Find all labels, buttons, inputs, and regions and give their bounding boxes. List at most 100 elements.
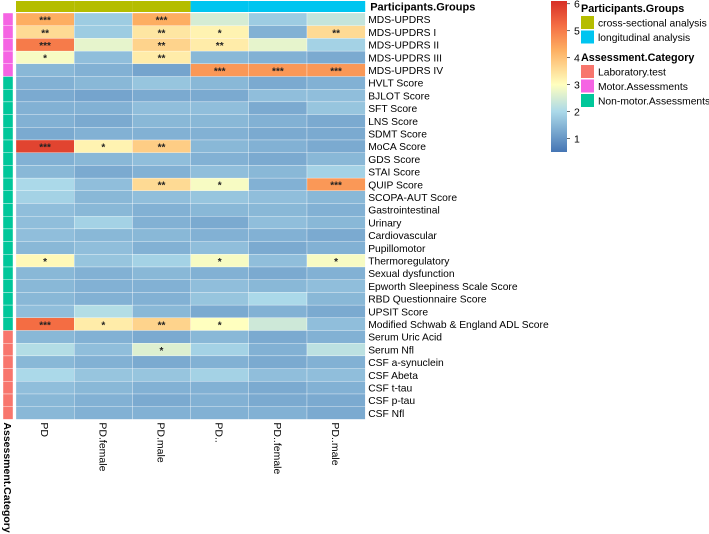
row-category-cell	[2, 393, 14, 407]
heatmap-cell	[74, 165, 133, 179]
heatmap-cell	[132, 406, 191, 420]
heatmap-cell	[132, 266, 191, 280]
heatmap-cell	[248, 152, 308, 166]
heatmap-cell	[15, 304, 75, 318]
heatmap-cell	[74, 304, 133, 318]
heatmap-cell	[15, 406, 75, 420]
heatmap-cell	[306, 89, 366, 103]
heatmap-cell	[248, 89, 308, 103]
legend-item-label: Non-motor.Assessments	[598, 97, 709, 108]
heatmap-cell	[15, 368, 75, 382]
row-annotation-title: Assessment.Category	[1, 422, 13, 532]
row-label: SFT Score	[368, 104, 417, 115]
row-label: BJLOT Score	[368, 91, 430, 102]
row-label: MDS-UPDRS III	[368, 53, 442, 64]
row-category-cell	[2, 101, 14, 115]
heatmap-cell	[132, 355, 191, 369]
heatmap-cell	[190, 76, 249, 90]
heatmap-cell	[190, 127, 249, 141]
heatmap-cell	[306, 50, 366, 64]
heatmap-cell	[190, 89, 249, 103]
row-category-cell	[2, 215, 14, 230]
heatmap-cells	[15, 12, 366, 420]
heatmap-cell	[248, 330, 308, 344]
heatmap-cell	[132, 76, 191, 90]
heatmap-cell	[190, 368, 249, 382]
heatmap-cell	[306, 304, 366, 318]
significance-star: ***	[330, 181, 342, 192]
significance-star: **	[158, 28, 166, 39]
significance-star: ***	[272, 66, 284, 77]
color-scale-tick-label: 6	[574, 0, 580, 11]
legend-item-label: Laboratory.test	[598, 68, 666, 79]
heatmap-cell	[15, 203, 75, 217]
heatmap-cell	[132, 368, 191, 382]
annotation-legends: Participants.Groups cross-sectional analy…	[581, 3, 709, 108]
heatmap-cell	[306, 368, 366, 382]
significance-star: **	[158, 143, 166, 154]
row-category-cell	[2, 304, 14, 319]
row-label: UPSIT Score	[368, 307, 428, 318]
significance-star: ***	[39, 143, 51, 154]
row-label: CSF t-tau	[368, 383, 412, 394]
heatmap-cell	[15, 152, 75, 166]
row-category-cell	[2, 355, 14, 369]
heatmap-cell	[190, 330, 249, 344]
row-label: Modified Schwab & England ADL Score	[368, 320, 549, 331]
row-label: Serum Nfl	[368, 345, 414, 356]
heatmap-cell	[190, 381, 249, 395]
heatmap-cell	[15, 101, 75, 115]
row-annotation-label: Assessment.Category	[1, 422, 13, 532]
heatmap-cell	[190, 216, 249, 230]
column-label: PD.male	[155, 422, 167, 462]
heatmap-cell	[74, 152, 133, 166]
heatmap-cell	[190, 393, 249, 407]
heatmap-cell	[248, 254, 308, 268]
row-category-cell	[2, 165, 14, 179]
color-scale-legend: 1 2 3 4 5 6	[551, 0, 580, 152]
row-label: HVLT Score	[368, 79, 423, 90]
heatmap-cell	[306, 152, 366, 166]
row-category-cell	[2, 25, 14, 39]
significance-star: *	[160, 346, 164, 357]
significance-star: **	[158, 41, 166, 52]
heatmap-cell	[306, 127, 366, 141]
row-label: Serum Uric Acid	[368, 333, 442, 344]
row-category-cell	[2, 114, 14, 128]
row-label: Epworth Sleepiness Scale Score	[368, 282, 518, 293]
significance-star: **	[332, 28, 340, 39]
heatmap-cell	[190, 228, 249, 242]
heatmap-cell	[306, 343, 366, 357]
heatmap-cell	[74, 292, 133, 306]
heatmap-cell	[306, 406, 366, 420]
heatmap-cell	[306, 12, 366, 26]
row-category-cell	[2, 266, 14, 280]
row-label: CSF Nfl	[368, 409, 404, 420]
row-category-cell	[2, 127, 14, 141]
heatmap-cell	[132, 381, 191, 395]
heatmap-cell	[132, 304, 191, 318]
heatmap-cell	[15, 76, 75, 90]
heatmap-cell	[190, 355, 249, 369]
heatmap-cell	[306, 355, 366, 369]
heatmap-cell	[74, 279, 133, 293]
heatmap-cell	[190, 241, 249, 255]
significance-star: *	[43, 257, 47, 268]
row-category-cell	[2, 228, 14, 242]
heatmap-cell	[248, 165, 308, 179]
heatmap-cell	[15, 241, 75, 255]
heatmap-cell	[15, 127, 75, 141]
heatmap-cell	[74, 50, 133, 64]
heatmap-cell	[248, 304, 308, 318]
heatmap-cell	[74, 63, 133, 77]
legend-swatch	[581, 94, 594, 107]
legend-swatch	[581, 65, 594, 78]
column-label: PD..female	[271, 422, 283, 474]
row-category-cell	[2, 330, 14, 344]
column-group-cell	[132, 1, 191, 12]
heatmap-cell	[248, 25, 308, 39]
heatmap-cell	[190, 292, 249, 306]
significance-star: ***	[39, 320, 51, 331]
heatmap-cell	[132, 241, 191, 255]
